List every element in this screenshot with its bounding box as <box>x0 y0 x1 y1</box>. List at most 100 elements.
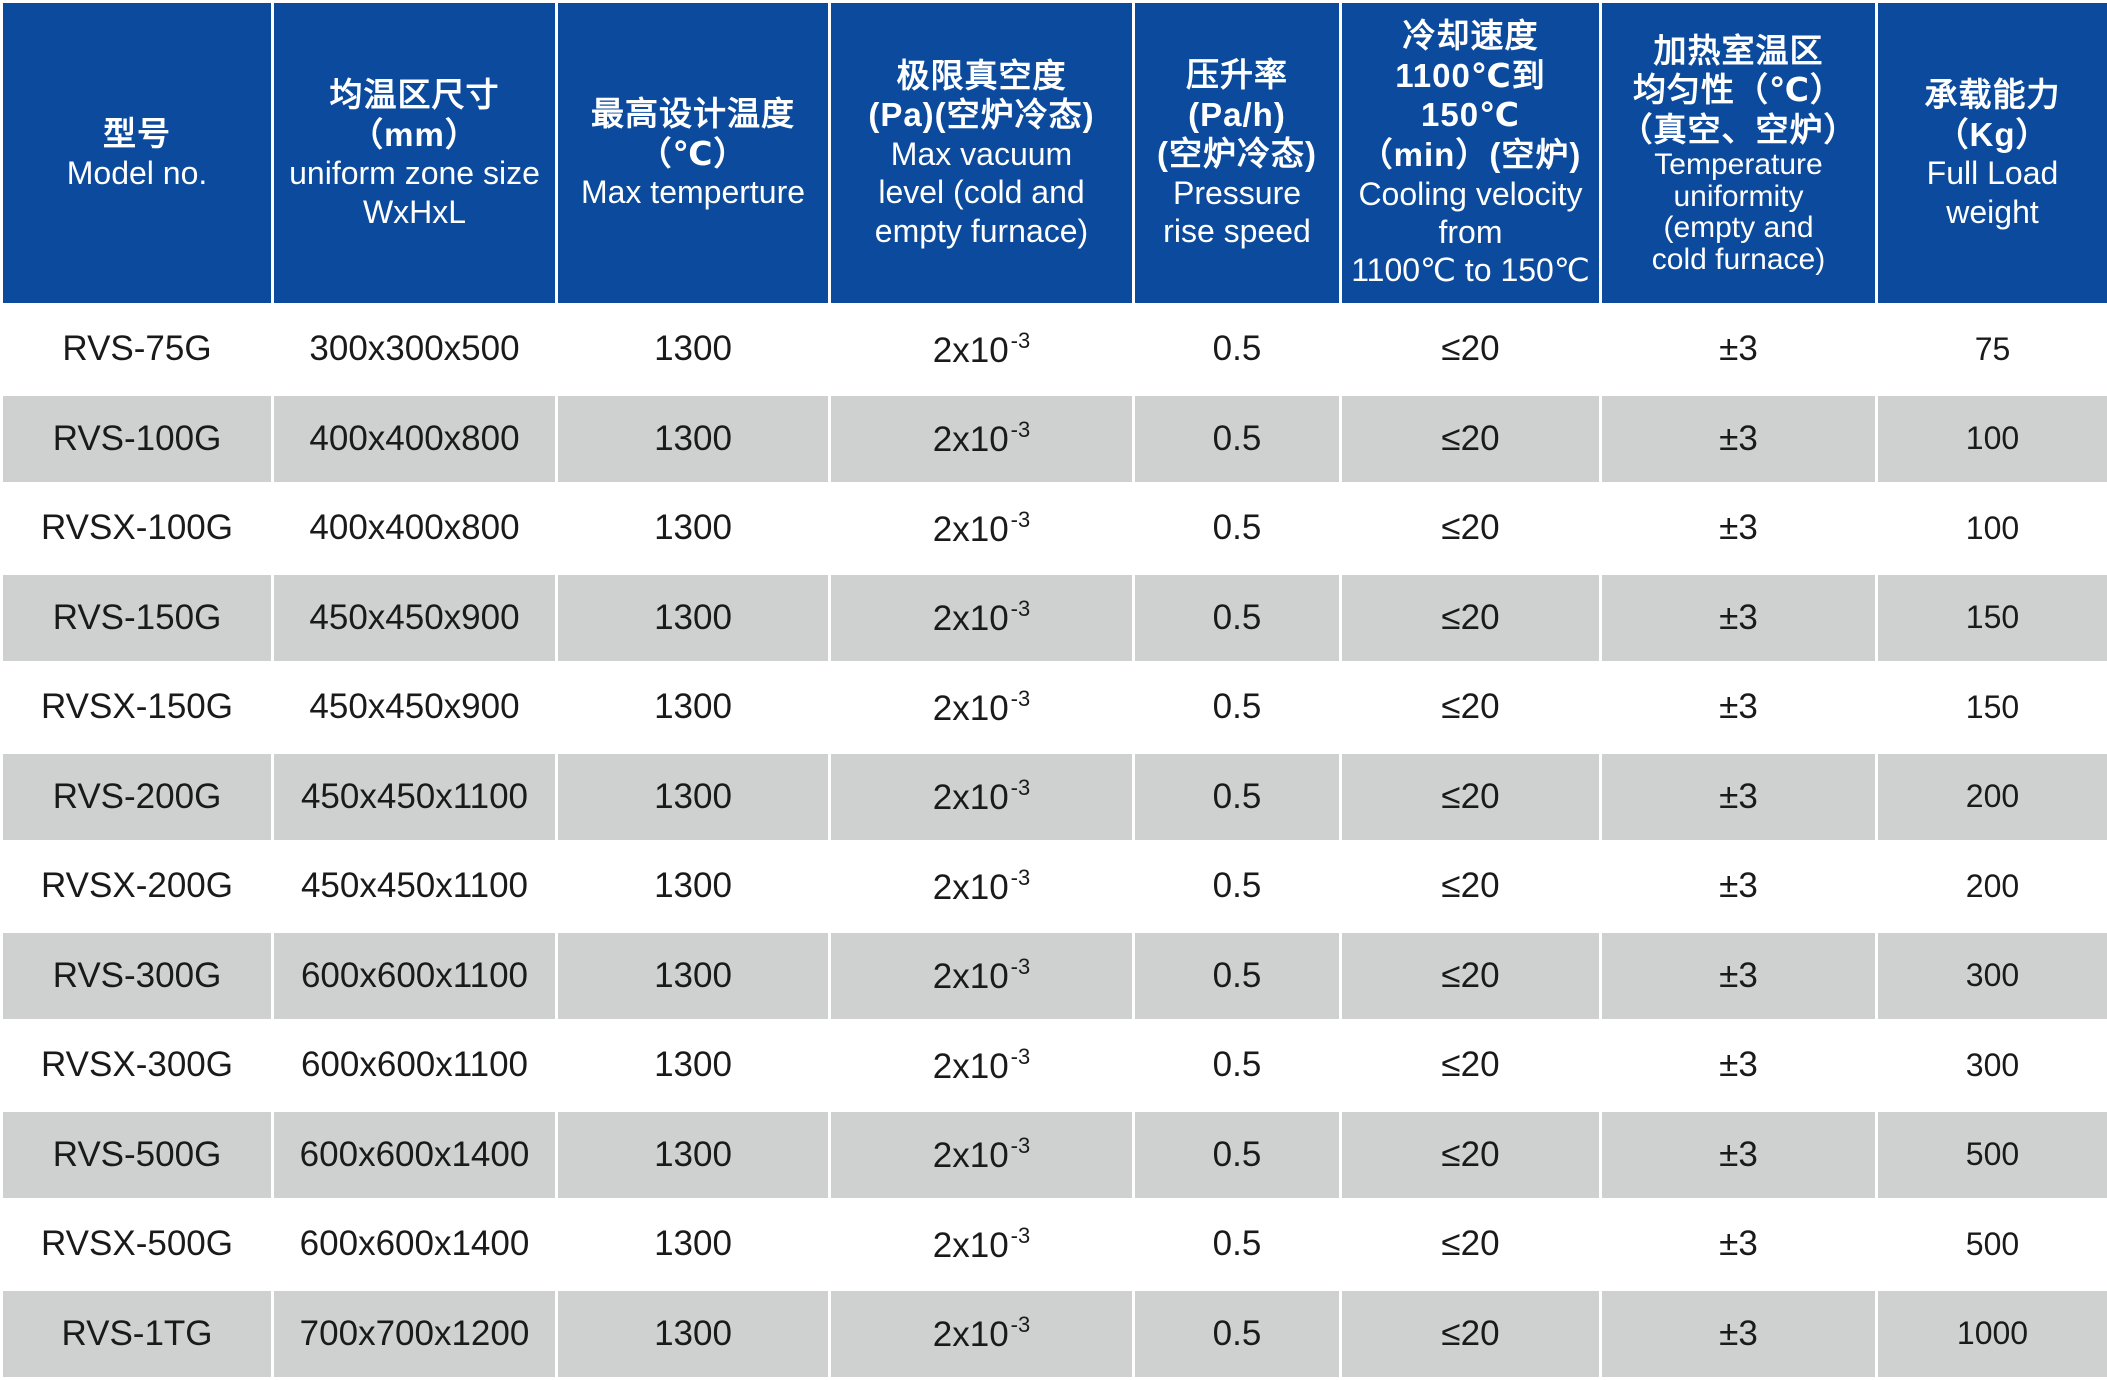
cell-cooling-time: ≤20 <box>1341 573 1601 663</box>
header-cn-line: 均匀性（℃） <box>1606 70 1871 110</box>
cell-model: RVSX-150G <box>2 663 273 753</box>
cell-load-weight: 300 <box>1877 931 2107 1021</box>
cell-model: RVS-150G <box>2 573 273 663</box>
vacuum-base: 2x10 <box>933 420 1009 459</box>
header-cn-line: (Pa/h) <box>1139 95 1335 135</box>
header-en-line: Max vacuum <box>835 135 1128 173</box>
cell-temp-uniformity: ±3 <box>1601 1021 1877 1111</box>
cell-max-temp: 1300 <box>557 1289 830 1379</box>
cell-cooling-time: ≤20 <box>1341 663 1601 753</box>
header-en-line: Cooling velocity <box>1346 175 1595 213</box>
vacuum-exponent: -3 <box>1011 417 1031 442</box>
cell-pressure-rise: 0.5 <box>1134 842 1341 932</box>
cell-model: RVSX-200G <box>2 842 273 932</box>
cell-cooling-time: ≤20 <box>1341 305 1601 395</box>
cell-cooling-time: ≤20 <box>1341 1289 1601 1379</box>
vacuum-exponent: -3 <box>1011 596 1031 621</box>
header-en-line: WxHxL <box>278 193 551 231</box>
header-en-line: level (cold and <box>835 173 1128 211</box>
cell-zone-size: 600x600x1100 <box>273 931 557 1021</box>
header-en-line: weight <box>1882 193 2103 231</box>
header-en-line: Max temperture <box>562 173 824 211</box>
cell-zone-size: 450x450x900 <box>273 663 557 753</box>
header-cn-line: 压升率 <box>1139 55 1335 95</box>
vacuum-exponent: -3 <box>1011 954 1031 979</box>
vacuum-base: 2x10 <box>933 1315 1009 1354</box>
cell-max-vacuum: 2x10-3 <box>830 305 1134 395</box>
vacuum-exponent: -3 <box>1011 1312 1031 1337</box>
cell-temp-uniformity: ±3 <box>1601 931 1877 1021</box>
header-en-line: Pressure <box>1139 174 1335 212</box>
vacuum-base: 2x10 <box>933 1136 1009 1175</box>
header-en-line: uniformity <box>1606 181 1871 213</box>
cell-max-vacuum: 2x10-3 <box>830 1110 1134 1200</box>
cell-temp-uniformity: ±3 <box>1601 573 1877 663</box>
cell-model: RVS-500G <box>2 1110 273 1200</box>
vacuum-base: 2x10 <box>933 778 1009 817</box>
cell-temp-uniformity: ±3 <box>1601 1200 1877 1290</box>
header-cn-line: (Pa)(空炉冷态) <box>835 95 1128 135</box>
cell-max-temp: 1300 <box>557 842 830 932</box>
cell-pressure-rise: 0.5 <box>1134 752 1341 842</box>
cell-temp-uniformity: ±3 <box>1601 1289 1877 1379</box>
cell-max-temp: 1300 <box>557 1200 830 1290</box>
header-max-temp: 最高设计温度（℃）Max temperture <box>557 2 830 305</box>
cell-cooling-time: ≤20 <box>1341 931 1601 1021</box>
header-cn-line: （mm） <box>278 115 551 155</box>
cell-model: RVS-200G <box>2 752 273 842</box>
header-en-line: cold furnace) <box>1606 244 1871 276</box>
header-en-line: rise speed <box>1139 212 1335 250</box>
header-cn-line: （℃） <box>562 134 824 174</box>
cell-temp-uniformity: ±3 <box>1601 484 1877 574</box>
vacuum-base: 2x10 <box>933 1047 1009 1086</box>
header-cn-line: （真空、空炉） <box>1606 110 1871 150</box>
header-cn-line: 极限真空度 <box>835 56 1128 96</box>
cell-model: RVSX-500G <box>2 1200 273 1290</box>
cell-zone-size: 700x700x1200 <box>273 1289 557 1379</box>
header-en-line: from <box>1346 213 1595 251</box>
cell-zone-size: 450x450x1100 <box>273 842 557 932</box>
vacuum-exponent: -3 <box>1011 1133 1031 1158</box>
cell-max-temp: 1300 <box>557 573 830 663</box>
header-cn-line: （min）(空炉) <box>1346 135 1595 175</box>
cell-zone-size: 300x300x500 <box>273 305 557 395</box>
cell-pressure-rise: 0.5 <box>1134 394 1341 484</box>
header-cn-line: 均温区尺寸 <box>278 75 551 115</box>
cell-pressure-rise: 0.5 <box>1134 484 1341 574</box>
vacuum-base: 2x10 <box>933 1226 1009 1265</box>
cell-pressure-rise: 0.5 <box>1134 1200 1341 1290</box>
cell-max-temp: 1300 <box>557 1021 830 1111</box>
cell-pressure-rise: 0.5 <box>1134 573 1341 663</box>
cell-zone-size: 600x600x1100 <box>273 1021 557 1111</box>
cell-cooling-time: ≤20 <box>1341 1110 1601 1200</box>
cell-pressure-rise: 0.5 <box>1134 1289 1341 1379</box>
cell-temp-uniformity: ±3 <box>1601 752 1877 842</box>
cell-max-vacuum: 2x10-3 <box>830 752 1134 842</box>
cell-load-weight: 100 <box>1877 484 2107 574</box>
cell-pressure-rise: 0.5 <box>1134 1110 1341 1200</box>
vacuum-exponent: -3 <box>1011 775 1031 800</box>
header-cn-line: 冷却速度 <box>1346 16 1595 56</box>
cell-max-temp: 1300 <box>557 663 830 753</box>
cell-model: RVS-100G <box>2 394 273 484</box>
cell-pressure-rise: 0.5 <box>1134 305 1341 395</box>
cell-model: RVS-1TG <box>2 1289 273 1379</box>
cell-load-weight: 300 <box>1877 1021 2107 1111</box>
cell-max-vacuum: 2x10-3 <box>830 1021 1134 1111</box>
cell-load-weight: 500 <box>1877 1200 2107 1290</box>
cell-max-vacuum: 2x10-3 <box>830 1289 1134 1379</box>
cell-max-temp: 1300 <box>557 931 830 1021</box>
cell-zone-size: 600x600x1400 <box>273 1200 557 1290</box>
cell-cooling-time: ≤20 <box>1341 394 1601 484</box>
header-cn-line: 最高设计温度 <box>562 94 824 134</box>
